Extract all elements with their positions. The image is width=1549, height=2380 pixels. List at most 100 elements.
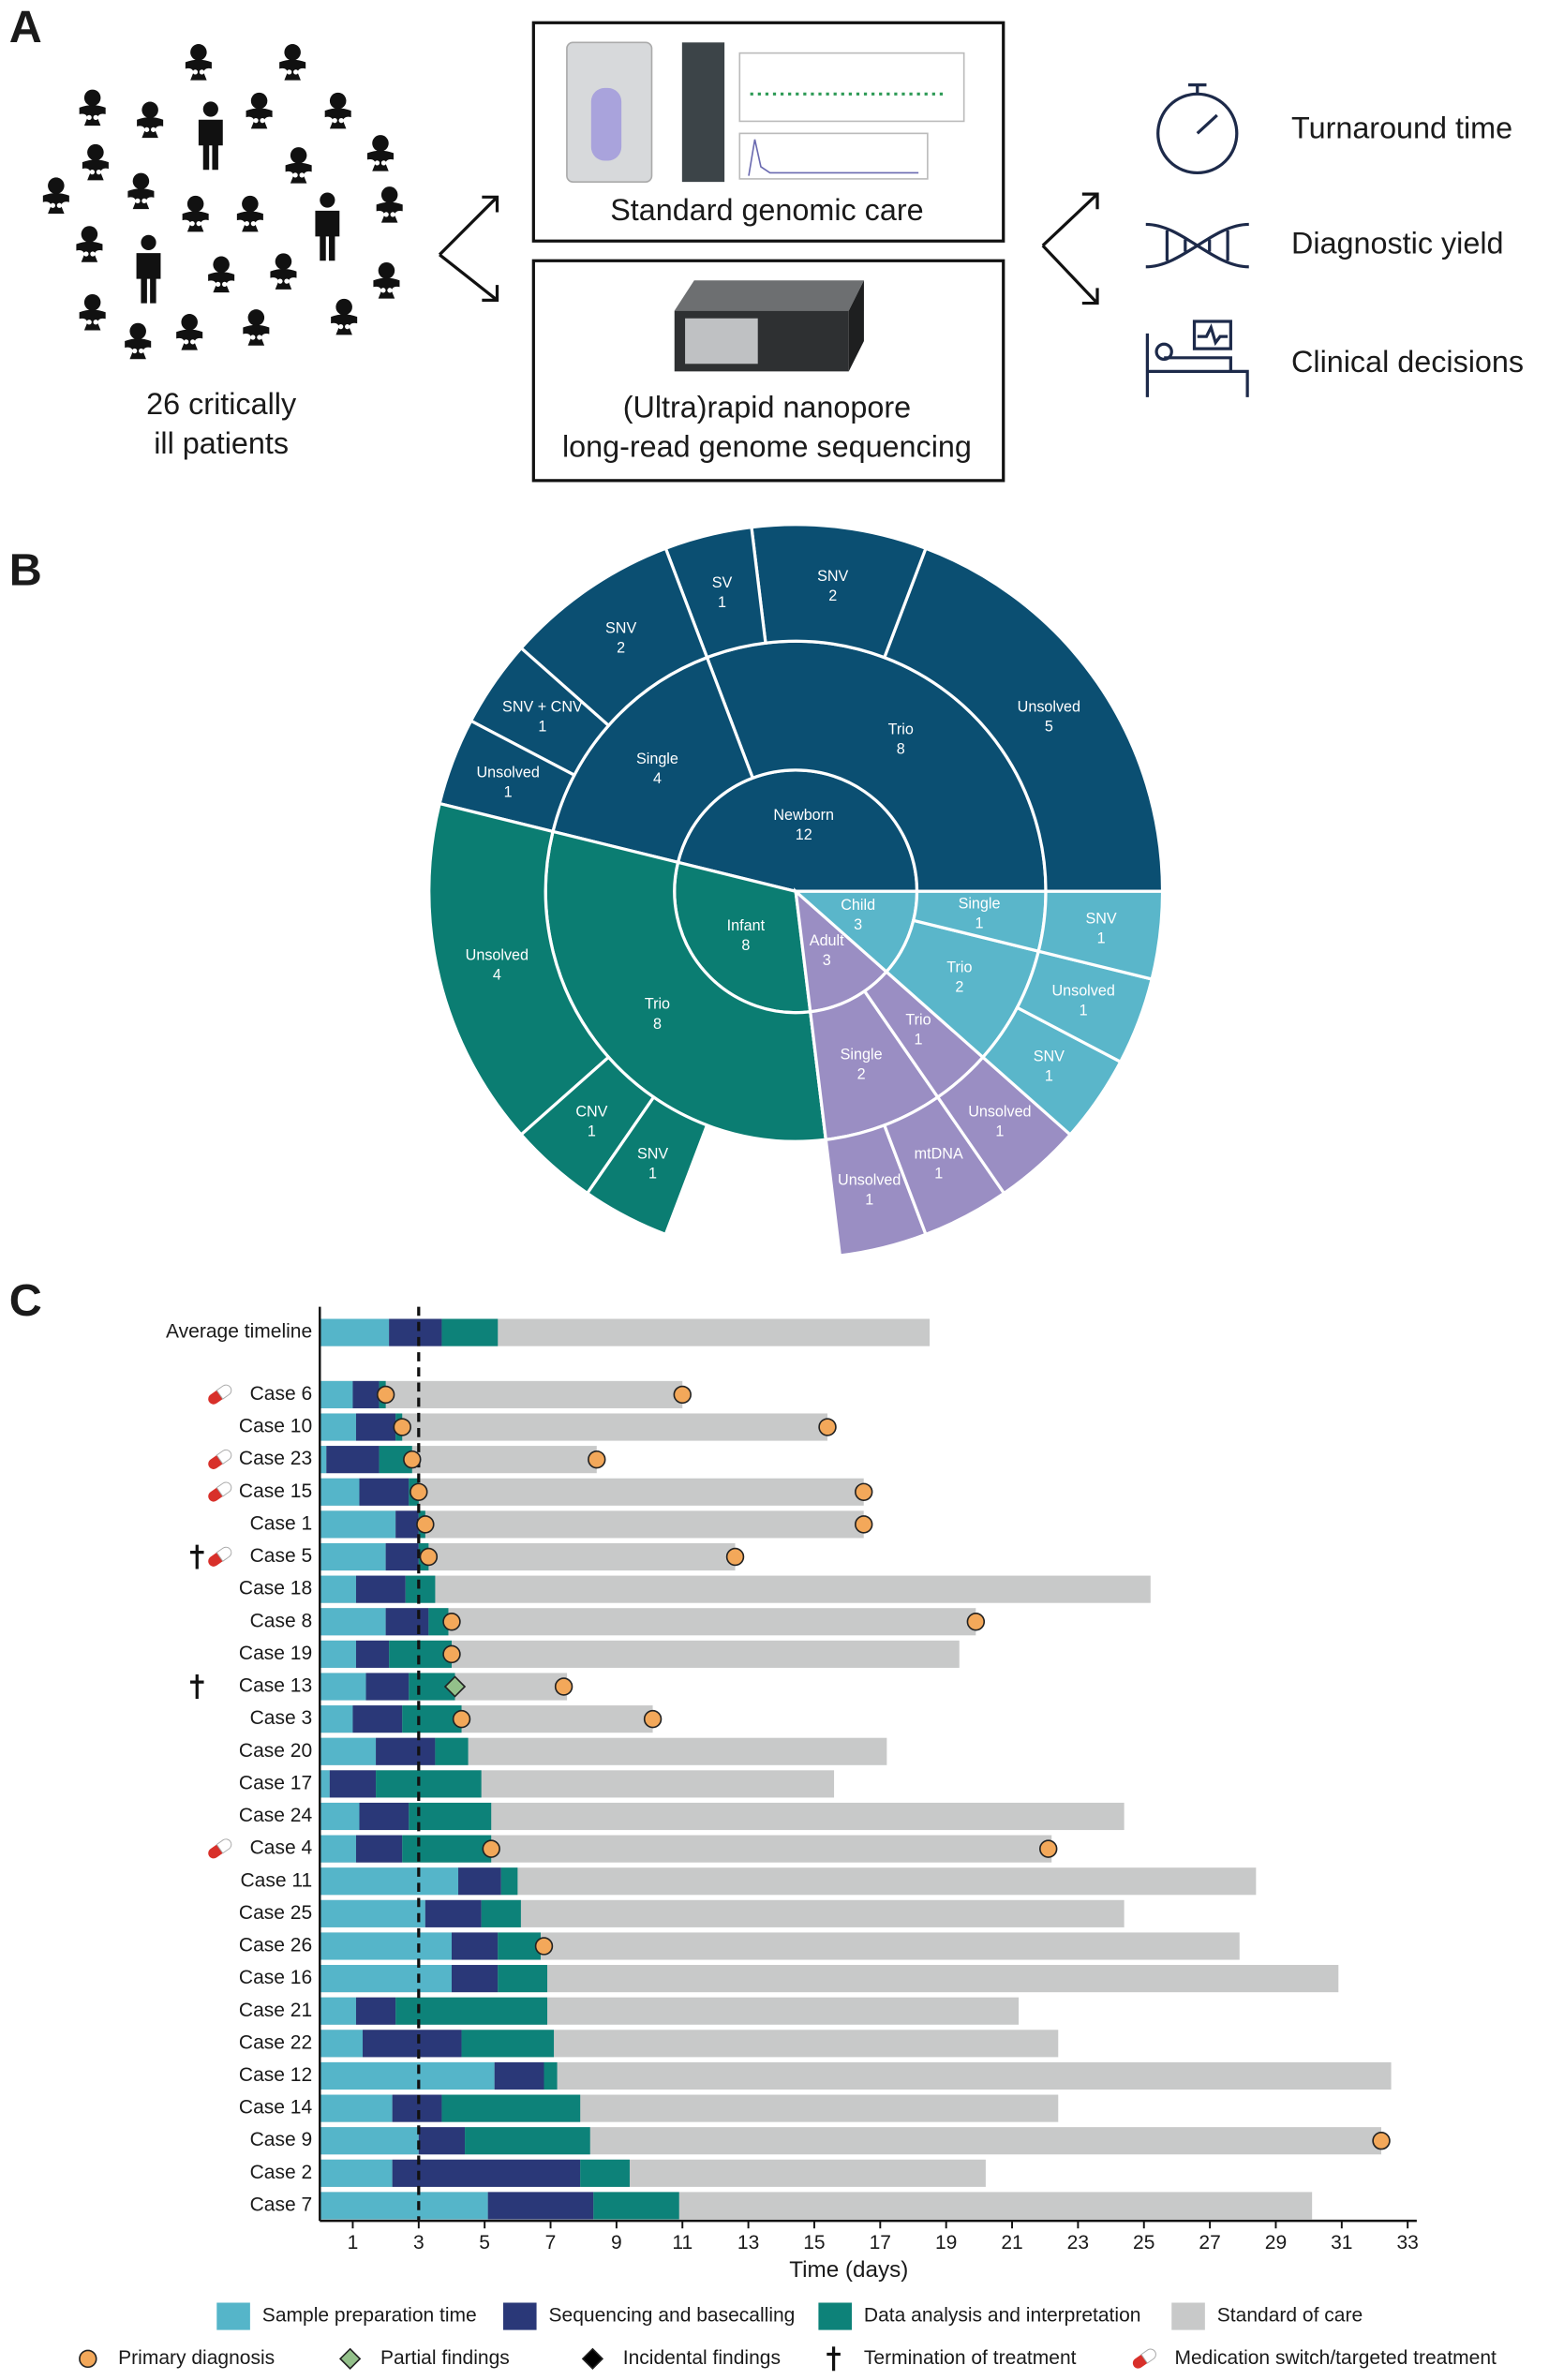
pill	[208, 1546, 232, 1567]
segment-value: 1	[1080, 1002, 1088, 1019]
category-label: Case 7	[250, 2194, 313, 2215]
bar-segment	[385, 1542, 419, 1571]
bar-segment	[320, 1737, 377, 1765]
bar-segment	[320, 1542, 386, 1571]
bar-segment	[435, 1737, 469, 1765]
box	[531, 21, 1005, 243]
panel-label: A	[9, 2, 42, 52]
bar-segment	[395, 1510, 419, 1539]
standard-care-images	[566, 41, 965, 183]
bar-segment	[385, 1608, 429, 1636]
segment-label: Single	[959, 896, 1001, 913]
bar-segment	[320, 1997, 356, 2025]
pill	[208, 1384, 232, 1405]
diagnosis-marker	[452, 1709, 471, 1729]
sunburst-segment	[585, 1094, 709, 1237]
bar-segment	[363, 2030, 462, 2058]
outcome-label: Diagnostic yield	[1291, 227, 1504, 260]
segment-value: 4	[653, 770, 662, 787]
segment-value: 1	[588, 1123, 596, 1140]
category-label: Case 3	[250, 1707, 313, 1729]
diagnosis-marker	[419, 1547, 439, 1567]
segment-value: 1	[1097, 930, 1106, 946]
category-label: Case 4	[250, 1837, 313, 1859]
category-label: Case 25	[239, 1902, 312, 1924]
bar-segment	[320, 1575, 356, 1603]
bar-segment	[320, 1640, 356, 1668]
bar-segment	[451, 1965, 499, 1993]
event-icon	[208, 1449, 232, 1469]
category-label: Case 21	[239, 2000, 312, 2021]
category-label: Case 11	[240, 1869, 312, 1891]
legend-label: Primary diagnosis	[118, 2347, 275, 2369]
segment-label: Unsolved	[968, 1104, 1031, 1121]
bar-segment	[320, 1932, 452, 1960]
category-label: Case 17	[239, 1772, 312, 1793]
bar-segment	[424, 1899, 482, 1927]
pill	[208, 1838, 232, 1859]
legend-marker	[581, 2347, 604, 2371]
box-label: (Ultra)rapid nanopore	[623, 390, 911, 424]
x-tick-label: 11	[672, 2232, 693, 2254]
pill-half	[1140, 2348, 1156, 2364]
segment-label: Unsolved	[476, 764, 539, 781]
diagnosis-marker	[818, 1418, 837, 1436]
bar-segment	[320, 1318, 390, 1346]
segment-label: Adult	[810, 932, 844, 949]
diagnosis-marker	[554, 1677, 573, 1696]
segment-value: 1	[504, 783, 513, 800]
x-tick-label: 27	[1199, 2232, 1220, 2254]
pill	[1132, 2348, 1156, 2369]
bar-segment	[320, 1770, 330, 1798]
box	[531, 259, 1005, 483]
legend-label: Data analysis and interpretation	[864, 2305, 1141, 2327]
bar-segment	[320, 2061, 495, 2090]
event-icon	[208, 1546, 232, 1567]
x-tick-label: 15	[803, 2232, 825, 2254]
bar-segment	[320, 1608, 386, 1636]
bar-segment	[389, 1640, 452, 1668]
bar-segment	[376, 1770, 482, 1798]
segment-value: 1	[976, 915, 984, 932]
bar-segment	[320, 2192, 488, 2220]
bar-segment	[494, 2061, 544, 2090]
x-tick-label: 13	[737, 2232, 759, 2254]
segment-value: 5	[1045, 718, 1053, 735]
panel-label: C	[9, 1275, 42, 1326]
category-label: Case 10	[239, 1416, 312, 1437]
bar-segment	[458, 1867, 501, 1896]
diagnosis-marker	[966, 1613, 986, 1631]
category-label: Case 24	[239, 1805, 313, 1826]
segment-label: SNV	[637, 1146, 668, 1163]
bar-segment	[320, 2127, 419, 2155]
segment-value: 2	[955, 979, 963, 996]
bar-segment	[329, 1770, 377, 1798]
event-icon	[208, 1481, 232, 1502]
finding-marker	[443, 1675, 467, 1698]
bar-segment	[389, 1318, 442, 1346]
diagnosis-marker	[393, 1418, 411, 1436]
segment-label: Trio	[645, 996, 670, 1013]
segment-label: SNV + CNV	[502, 698, 583, 715]
pill-half	[208, 1487, 223, 1502]
pill	[208, 1481, 232, 1502]
diagnosis-marker	[673, 1385, 692, 1405]
bar-segment	[355, 1575, 406, 1603]
legend-label: Incidental findings	[623, 2347, 781, 2369]
arrows	[438, 192, 1099, 305]
pill-half	[216, 1546, 232, 1562]
bar-segment	[544, 2061, 558, 2090]
dagger	[189, 1674, 204, 1699]
category-label: Case 26	[239, 1935, 312, 1956]
category-label: Case 20	[239, 1740, 312, 1762]
patients-label: 26 critically	[146, 387, 297, 421]
diagnosis-marker	[588, 1450, 606, 1469]
bar-segment	[461, 2030, 555, 2058]
category-label: Case 9	[250, 2129, 313, 2150]
legend-icon	[827, 2346, 841, 2372]
pill-half	[1132, 2354, 1148, 2369]
bar-segment	[355, 1835, 403, 1863]
category-label: Case 19	[239, 1643, 312, 1664]
category-label: Case 1	[250, 1512, 313, 1534]
